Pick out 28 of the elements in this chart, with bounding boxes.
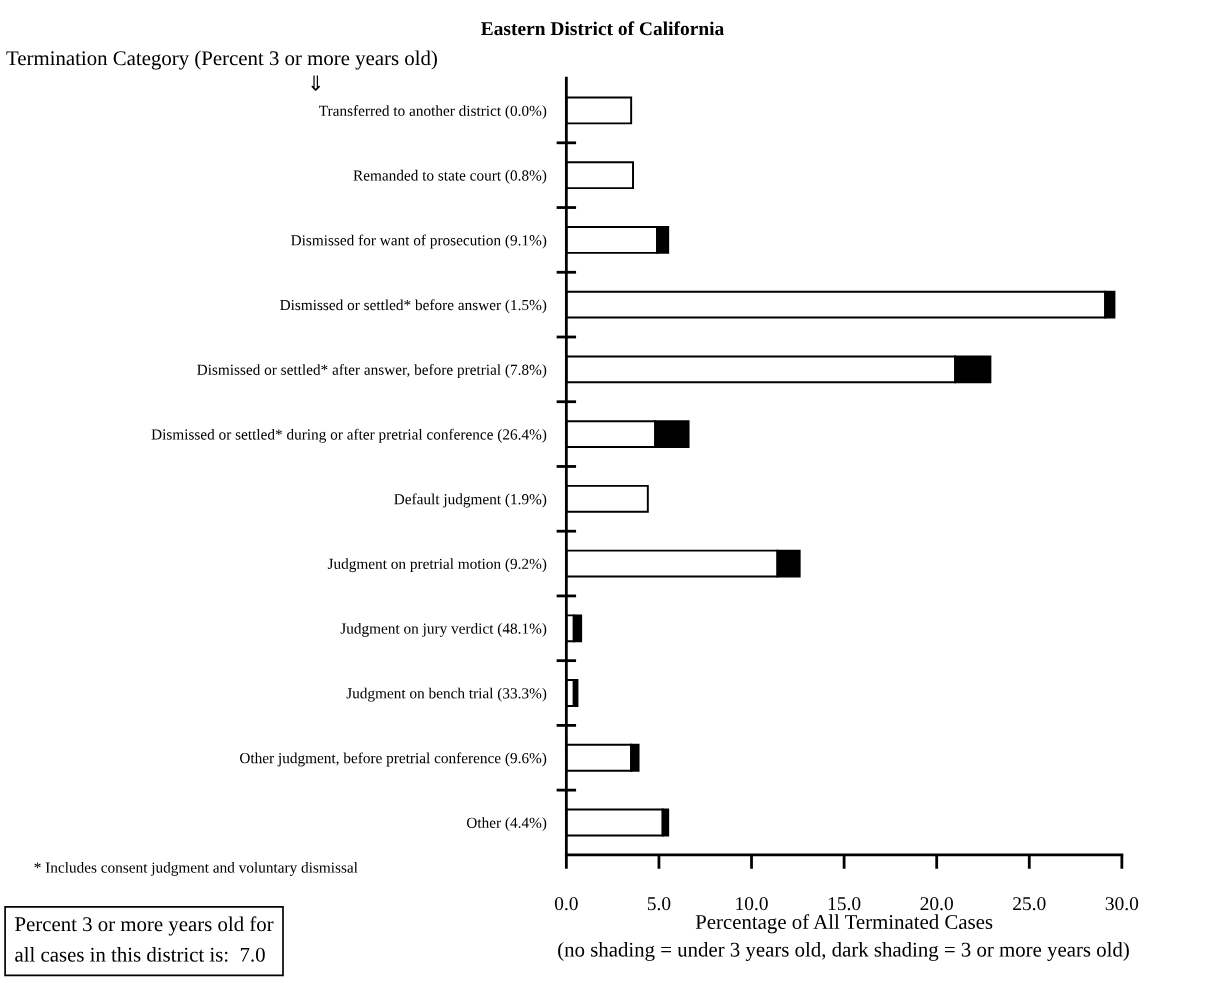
x-tick-label: 20.0 [920,897,953,911]
x-axis-title: Percentage of All Terminated Cases [695,914,993,934]
y-tick-label: Remanded to state court (0.8%) [353,169,547,184]
x-tick-label: 10.0 [736,897,768,911]
text: (no shading = under 3 years old, dark shading = 3 or more years old) [558,942,1129,961]
y-axis-title: Termination Category (Percent 3 or more years old) [6,50,437,70]
x-tick-label: 0.0 [554,897,578,911]
y-tick-label: Judgment on bench trial (33.3%) [346,687,547,702]
y-tick-label: Dismissed or settled* after answer, before pretrial (7.8%) [197,363,547,378]
y-tick-label: Other (4.4%) [466,817,547,832]
text: * Includes consent judgment and voluntary dismissal [34,861,358,876]
x-tick-label: 5.0 [647,897,671,911]
y-tick-label: Dismissed for want of prosecution (9.1%) [291,234,547,249]
text: Percent 3 or more years old for all cases in this district is: 7.0 [15,916,274,962]
x-tick-label: 15.0 [828,897,861,911]
x-tick-label: 25.0 [1013,897,1046,911]
text: ⇓ [311,75,321,91]
y-tick-label: Judgment on pretrial motion (9.2%) [327,558,547,573]
y-tick-label: Default judgment (1.9%) [394,493,547,508]
bar [572,679,579,707]
y-tick-label: Other judgment, before pretrial conference (9.6%) [240,752,547,767]
x-tick-label: 30.0 [1105,897,1139,911]
y-tick-label: Dismissed or settled* during or after pretrial conference (26.4%) [151,428,547,443]
y-tick-label: Transferred to another district (0.0%) [319,105,547,120]
chart-title: Eastern District of California [481,21,724,36]
y-tick-label: Dismissed or settled* before answer (1.5%) [280,299,547,314]
bar [572,614,583,643]
y-tick-label: Judgment on jury verdict (48.1%) [340,622,547,637]
